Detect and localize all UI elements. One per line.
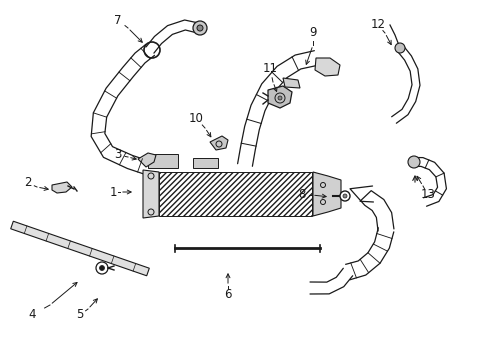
Text: 5: 5: [76, 309, 83, 321]
Bar: [193, 158, 218, 168]
Circle shape: [96, 262, 108, 274]
Bar: [159, 172, 311, 216]
Polygon shape: [52, 182, 72, 193]
Circle shape: [278, 96, 282, 100]
Text: 13: 13: [420, 189, 434, 202]
Circle shape: [99, 266, 104, 270]
Text: 12: 12: [370, 18, 385, 31]
Polygon shape: [91, 45, 154, 175]
Text: 1: 1: [109, 185, 117, 198]
Polygon shape: [314, 58, 339, 76]
Polygon shape: [391, 45, 419, 123]
Polygon shape: [309, 268, 352, 294]
Polygon shape: [345, 228, 393, 280]
Circle shape: [407, 156, 419, 168]
Polygon shape: [312, 172, 340, 216]
Circle shape: [193, 21, 206, 35]
Circle shape: [394, 43, 404, 53]
Polygon shape: [146, 20, 199, 53]
Text: 10: 10: [188, 112, 203, 125]
Polygon shape: [142, 170, 159, 218]
Polygon shape: [11, 221, 149, 276]
Bar: [148, 154, 178, 168]
Text: 4: 4: [28, 309, 36, 321]
Text: 3: 3: [114, 148, 122, 162]
Circle shape: [197, 25, 203, 31]
Polygon shape: [349, 186, 393, 231]
Polygon shape: [138, 153, 156, 167]
Polygon shape: [413, 158, 446, 206]
Circle shape: [339, 191, 349, 201]
Text: 8: 8: [298, 189, 305, 202]
Polygon shape: [237, 51, 317, 166]
Text: 6: 6: [224, 288, 231, 302]
Polygon shape: [283, 78, 299, 88]
Polygon shape: [267, 86, 291, 108]
Circle shape: [342, 194, 346, 198]
Text: 9: 9: [308, 26, 316, 39]
Text: 11: 11: [262, 62, 277, 75]
Text: 7: 7: [114, 13, 122, 27]
Text: 2: 2: [24, 176, 32, 189]
Polygon shape: [209, 136, 227, 150]
